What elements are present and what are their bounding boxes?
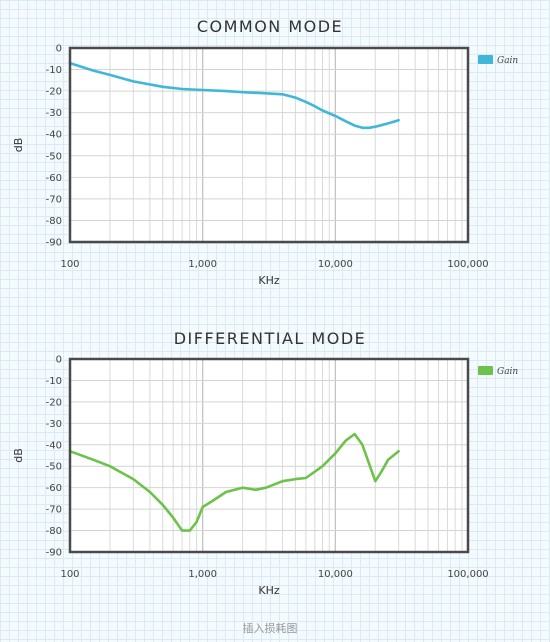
x-tick-label: 1,000 — [188, 259, 217, 270]
y-tick-label: -60 — [46, 483, 62, 494]
common-mode-chart: COMMON MODE 0 -10 -20 -30 -40 -50 -60 -70 -80 -90… — [12, 17, 518, 287]
chart-title: COMMON MODE — [197, 17, 343, 36]
chart-title: DIFFERENTIAL MODE — [174, 329, 367, 348]
plot-frame — [68, 46, 470, 244]
plot-background — [70, 359, 468, 552]
y-tick-label: -10 — [46, 65, 62, 76]
figure-caption: 插入损耗图 — [243, 621, 298, 635]
y-tick-label: -20 — [46, 397, 62, 408]
y-tick-label: -10 — [46, 376, 62, 387]
x-tick-label: 100 — [60, 569, 79, 580]
legend: Gain — [478, 366, 518, 377]
y-tick-label: -90 — [46, 548, 62, 559]
y-tick-label: -80 — [46, 216, 62, 227]
plot-background — [70, 48, 468, 242]
x-tick-label: 100,000 — [447, 259, 488, 270]
gain-series-line — [68, 61, 400, 130]
x-axis-label: KHz — [258, 274, 279, 287]
legend-label: Gain — [497, 367, 518, 377]
differential-mode-chart: DIFFERENTIAL MODE 0 -10 -20 -30 -40 -50 -60 -70… — [12, 329, 518, 597]
x-tick-label: 100 — [60, 259, 79, 270]
legend-swatch — [478, 366, 493, 375]
legend: Gain — [478, 55, 518, 66]
y-tick-label: -30 — [46, 419, 62, 430]
y-tick-label: -60 — [46, 173, 62, 184]
y-tick-label: -50 — [46, 151, 62, 162]
y-tick-label: -70 — [46, 505, 62, 516]
x-tick-label: 100,000 — [447, 569, 488, 580]
y-tick-label: 0 — [56, 355, 62, 366]
y-axis-label: dB — [12, 138, 25, 153]
y-tick-label: 0 — [56, 44, 62, 55]
y-axis-label: dB — [12, 448, 25, 463]
y-tick-label: -50 — [46, 462, 62, 473]
x-tick-label: 1,000 — [188, 569, 217, 580]
x-tick-label: 10,000 — [318, 259, 353, 270]
plot-frame — [68, 357, 470, 554]
y-tick-label: -80 — [46, 526, 62, 537]
x-tick-label: 10,000 — [318, 569, 353, 580]
gain-series-line — [68, 432, 400, 532]
y-tick-label: -70 — [46, 194, 62, 205]
y-tick-label: -40 — [46, 130, 62, 141]
x-axis-label: KHz — [258, 584, 279, 597]
legend-label: Gain — [497, 56, 518, 66]
y-tick-label: -90 — [46, 238, 62, 249]
legend-swatch — [478, 55, 493, 64]
y-tick-label: -30 — [46, 108, 62, 119]
y-tick-label: -40 — [46, 440, 62, 451]
y-tick-label: -20 — [46, 87, 62, 98]
